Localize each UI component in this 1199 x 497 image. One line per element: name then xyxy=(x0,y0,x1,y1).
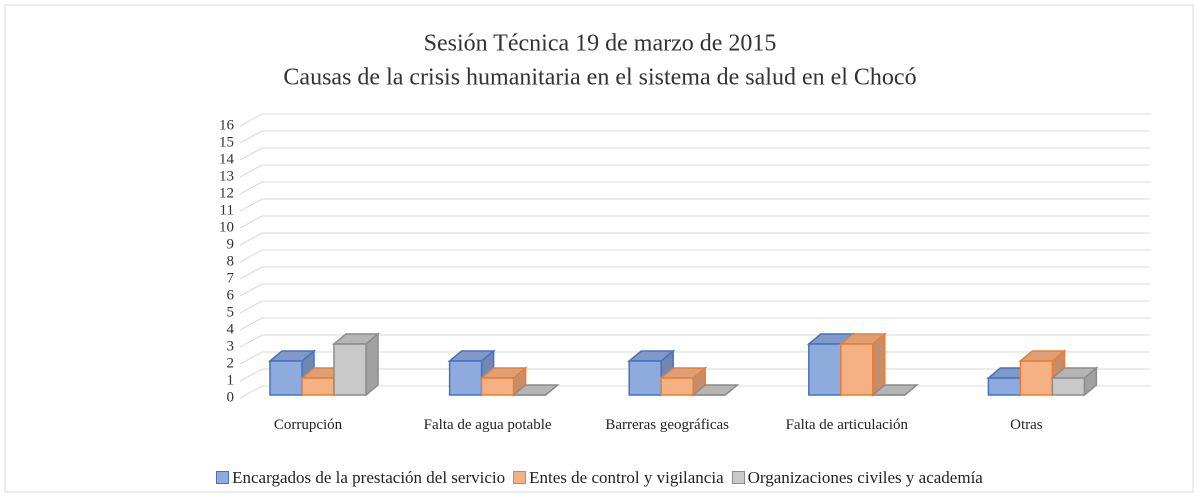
y-tick-label: 3 xyxy=(227,338,235,354)
x-tick-label: Falta de agua potable xyxy=(423,417,552,433)
y-tick-label: 16 xyxy=(219,117,235,133)
bar xyxy=(267,349,317,397)
y-tick-label: 14 xyxy=(219,151,235,167)
bar xyxy=(447,349,496,397)
bar-front xyxy=(269,360,303,396)
bar xyxy=(691,384,740,396)
y-tick-label: 9 xyxy=(227,236,235,252)
y-tick-label: 7 xyxy=(227,270,235,286)
grid-line xyxy=(239,249,1150,263)
bar-front xyxy=(808,343,842,396)
bar-front xyxy=(628,360,662,396)
bar xyxy=(659,366,708,397)
y-tick-label: 11 xyxy=(220,202,234,218)
grid-line xyxy=(239,164,1150,178)
bar-front xyxy=(1019,360,1054,396)
y-tick-label: 12 xyxy=(219,185,234,201)
bar xyxy=(511,384,560,396)
y-tick-label: 10 xyxy=(219,219,234,235)
y-tick-label: 15 xyxy=(219,134,234,150)
bar-front xyxy=(987,377,1022,396)
chart-subtitle: Causas de la crisis humanitaria en el si… xyxy=(283,65,916,91)
legend-item: Entes de control y vigilancia xyxy=(513,468,724,488)
grid-line xyxy=(239,181,1150,195)
grid-line xyxy=(239,300,1150,314)
legend-item: Encargados de la prestación del servicio xyxy=(216,468,505,488)
x-tick-label: Corrupción xyxy=(273,417,343,433)
legend-swatch xyxy=(216,471,230,484)
grid-line xyxy=(239,113,1150,127)
bar-front xyxy=(1051,377,1086,396)
grid-line xyxy=(239,147,1150,161)
y-tick-label: 8 xyxy=(227,253,235,269)
bar-front xyxy=(333,343,367,396)
y-tick-label: 1 xyxy=(227,372,235,388)
bar-front xyxy=(660,377,694,396)
y-tick-label: 13 xyxy=(219,168,234,184)
bar xyxy=(1050,366,1099,397)
grid-line xyxy=(239,283,1150,297)
bar-front xyxy=(480,377,515,396)
grid-line xyxy=(239,317,1150,331)
legend-label: Organizaciones civiles y academía xyxy=(747,468,983,487)
chart-frame xyxy=(4,4,1194,493)
legend-item: Organizaciones civiles y academía xyxy=(731,468,983,488)
bar-front xyxy=(301,377,335,396)
grid-line xyxy=(239,266,1150,280)
y-tick-label: 6 xyxy=(227,287,235,303)
legend-swatch xyxy=(731,471,745,484)
x-tick-label: Barreras geográficas xyxy=(605,417,730,433)
grid-line xyxy=(239,198,1150,212)
grid-line xyxy=(239,130,1150,144)
x-tick-label: Otras xyxy=(1010,417,1043,433)
legend: Encargados de la prestación del servicio… xyxy=(0,468,1199,488)
y-tick-label: 4 xyxy=(227,321,235,337)
bar-front xyxy=(448,360,483,396)
bar xyxy=(331,332,381,397)
bar xyxy=(838,332,887,397)
grid-line xyxy=(239,215,1150,229)
y-tick-label: 0 xyxy=(227,389,235,405)
grid-line xyxy=(239,232,1150,246)
y-tick-label: 2 xyxy=(227,355,235,371)
chart-title: Sesión Técnica 19 de marzo de 2015 xyxy=(424,31,777,57)
bar-front xyxy=(840,343,874,396)
legend-swatch xyxy=(513,471,527,484)
y-tick-label: 5 xyxy=(227,304,235,320)
legend-label: Entes de control y vigilancia xyxy=(529,468,724,487)
legend-label: Encargados de la prestación del servicio xyxy=(232,468,506,487)
x-tick-label: Falta de articulación xyxy=(785,417,909,433)
bar xyxy=(479,366,528,397)
bar xyxy=(870,384,919,396)
